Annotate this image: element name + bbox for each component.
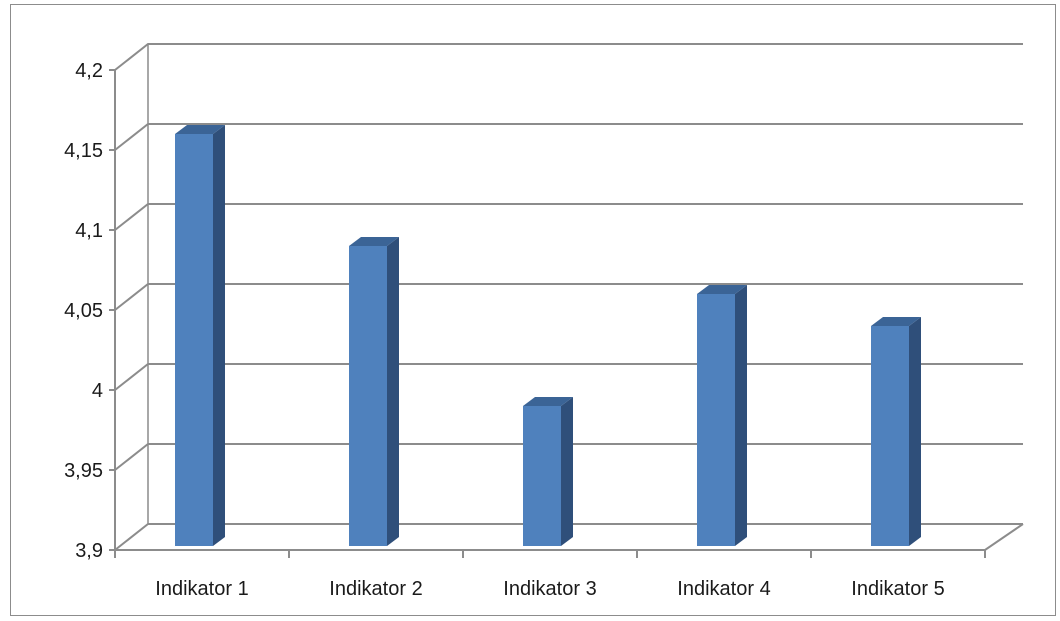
- gridline: [114, 203, 1023, 231]
- bars: [175, 125, 921, 546]
- x-tick-label: Indikator 3: [503, 578, 596, 600]
- y-tick-label: 3,95: [64, 460, 103, 482]
- gridline: [114, 43, 1023, 71]
- y-tick-label: 3,9: [75, 540, 103, 562]
- y-tick-label: 4,05: [64, 300, 103, 322]
- bar: [175, 125, 225, 546]
- x-tick-label: Indikator 1: [155, 578, 248, 600]
- axes: [109, 44, 1024, 558]
- bar: [523, 397, 573, 546]
- bar-front: [697, 294, 735, 546]
- bar-side: [387, 237, 399, 546]
- y-tick-label: 4,2: [75, 60, 103, 82]
- bar-front: [871, 326, 909, 546]
- bar-top: [523, 397, 573, 406]
- y-tick-label: 4,1: [75, 220, 103, 242]
- bar: [871, 317, 921, 546]
- bar-side: [909, 317, 921, 546]
- bar-front: [175, 134, 213, 546]
- x-tick-label: Indikator 4: [677, 578, 770, 600]
- labels: 3,9 3,95 4 4,05 4,1 4,15 4,2 Indikator 1 Indikat…: [64, 60, 945, 600]
- bar: [697, 285, 747, 546]
- gridline: [114, 283, 1023, 311]
- bar-side: [561, 397, 573, 546]
- bar-side: [213, 125, 225, 546]
- gridline: [114, 123, 1023, 151]
- bar-front: [523, 406, 561, 546]
- y-tick-label: 4: [92, 380, 103, 402]
- bar: [349, 237, 399, 546]
- y-tick-label: 4,15: [64, 140, 103, 162]
- bar-top: [175, 125, 225, 134]
- x-tick-label: Indikator 5: [851, 578, 944, 600]
- bar-top: [871, 317, 921, 326]
- bar-side: [735, 285, 747, 546]
- bar-top: [697, 285, 747, 294]
- bar-top: [349, 237, 399, 246]
- bar-front: [349, 246, 387, 546]
- x-tick-label: Indikator 2: [329, 578, 422, 600]
